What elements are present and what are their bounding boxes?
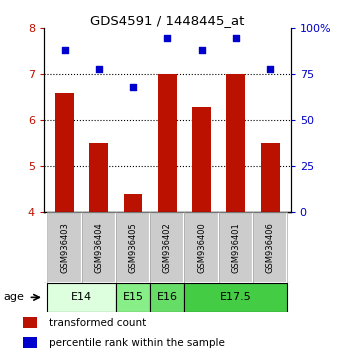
Bar — [47, 212, 82, 283]
Bar — [89, 143, 108, 212]
Bar — [185, 212, 219, 283]
Point — [233, 35, 239, 40]
Text: GSM936401: GSM936401 — [231, 222, 240, 273]
Bar — [23, 337, 37, 348]
Bar — [82, 212, 116, 283]
Text: GSM936406: GSM936406 — [266, 222, 274, 273]
Bar — [82, 212, 116, 283]
Bar — [158, 74, 177, 212]
Bar — [47, 212, 82, 283]
Bar — [116, 212, 150, 283]
Bar — [150, 212, 185, 283]
Text: percentile rank within the sample: percentile rank within the sample — [49, 337, 225, 348]
Point — [96, 66, 101, 72]
Bar — [226, 74, 245, 212]
Text: E16: E16 — [157, 292, 178, 302]
Bar — [150, 212, 185, 283]
Point — [130, 84, 136, 90]
Bar — [47, 283, 116, 312]
Point — [267, 66, 273, 72]
Text: E14: E14 — [71, 292, 92, 302]
Text: GSM936403: GSM936403 — [60, 222, 69, 273]
Text: GSM936404: GSM936404 — [94, 222, 103, 273]
Text: GSM936402: GSM936402 — [163, 222, 172, 273]
Text: GSM936400: GSM936400 — [197, 222, 206, 273]
Bar — [55, 93, 74, 212]
Bar — [185, 212, 219, 283]
Bar — [150, 283, 185, 312]
Point — [165, 35, 170, 40]
Text: E15: E15 — [123, 292, 144, 302]
Bar — [219, 212, 253, 283]
Bar — [219, 212, 253, 283]
Bar — [185, 283, 287, 312]
Point — [62, 47, 67, 53]
Bar — [253, 212, 287, 283]
Bar — [192, 107, 211, 212]
Bar — [116, 283, 150, 312]
Text: age: age — [3, 292, 24, 302]
Bar — [23, 317, 37, 328]
Point — [199, 47, 204, 53]
Bar — [261, 143, 280, 212]
Text: E17.5: E17.5 — [220, 292, 252, 302]
Title: GDS4591 / 1448445_at: GDS4591 / 1448445_at — [90, 14, 244, 27]
Bar — [116, 212, 150, 283]
Bar — [253, 212, 287, 283]
Text: transformed count: transformed count — [49, 318, 146, 327]
Bar — [124, 194, 142, 212]
Text: GSM936405: GSM936405 — [128, 222, 138, 273]
